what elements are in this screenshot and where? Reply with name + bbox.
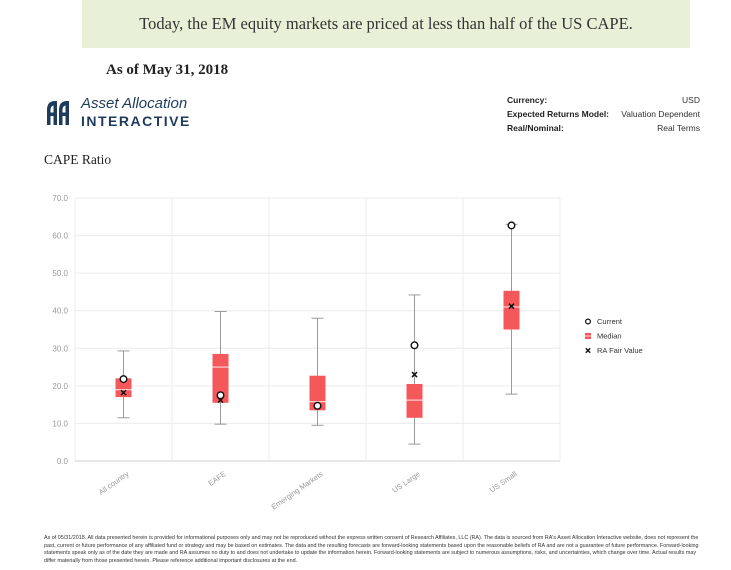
iqr-box: [115, 378, 132, 398]
fair-value-marker: [120, 389, 127, 396]
legend-current-icon: [584, 318, 591, 325]
x-tick-label: US Large: [391, 469, 422, 495]
logo: Asset Allocation INTERACTIVE: [44, 96, 191, 128]
legend-item-circle: Current: [584, 317, 623, 326]
box-us-large: [406, 294, 423, 445]
iqr-box: [406, 383, 423, 418]
y-tick-label: 0.0: [57, 457, 69, 466]
logo-line1: Asset Allocation: [81, 95, 188, 112]
meta-row-currency: Currency: USD: [507, 95, 700, 109]
y-tick-label: 70.0: [52, 194, 68, 203]
y-tick-label: 30.0: [52, 344, 68, 353]
x-tick-label: Emerging Markets: [270, 469, 325, 511]
meta-key: Expected Returns Model:: [507, 109, 610, 119]
current-marker: [119, 375, 128, 384]
y-tick-label: 50.0: [52, 269, 68, 278]
meta-value: Valuation Dependent: [621, 109, 700, 119]
meta-key: Real/Nominal:: [507, 123, 564, 133]
settings-panel: Currency: USD Expected Returns Model: Va…: [507, 95, 700, 137]
legend-fair-value-icon: [585, 347, 591, 354]
box-all-country: [115, 350, 132, 419]
meta-row-real-nominal: Real/Nominal: Real Terms: [507, 123, 700, 137]
current-marker: [216, 391, 225, 400]
meta-value: USD: [682, 95, 700, 105]
box-eafe: [212, 310, 229, 425]
current-marker: [507, 221, 516, 230]
meta-key: Currency:: [507, 95, 548, 105]
box-us-small: [503, 221, 520, 395]
disclaimer-text: As of 05/31/2018. All data presented her…: [44, 535, 699, 564]
ra-logo-icon: [47, 101, 69, 125]
legend-item-median-line: Median: [585, 332, 622, 341]
chart-title: CAPE Ratio: [44, 152, 112, 167]
legend-item-x: RA Fair Value: [585, 346, 643, 355]
meta-row-model: Expected Returns Model: Valuation Depend…: [507, 109, 700, 123]
y-tick-label: 40.0: [52, 307, 68, 316]
iqr-box: [503, 290, 520, 330]
legend-label: Median: [597, 332, 622, 341]
current-marker: [410, 341, 419, 350]
y-tick-label: 10.0: [52, 419, 68, 428]
logo-line2: INTERACTIVE: [81, 113, 191, 129]
as-of-date: As of May 31, 2018: [106, 62, 229, 78]
y-tick-label: 60.0: [52, 232, 68, 241]
fair-value-marker: [411, 371, 418, 378]
box-emerging-markets: [309, 317, 326, 426]
x-tick-label: EAFE: [206, 469, 227, 488]
x-tick-label: All country: [97, 469, 131, 497]
legend-label: RA Fair Value: [597, 346, 643, 355]
legend-label: Current: [597, 317, 623, 326]
headline-banner: Today, the EM equity markets are priced …: [82, 0, 690, 48]
x-tick-label: US Small: [488, 469, 519, 494]
current-marker: [313, 401, 322, 410]
y-tick-label: 20.0: [52, 382, 68, 391]
meta-value: Real Terms: [657, 123, 700, 133]
headline-text: Today, the EM equity markets are priced …: [139, 14, 633, 33]
iqr-box: [212, 353, 229, 403]
fair-value-marker: [508, 303, 515, 310]
